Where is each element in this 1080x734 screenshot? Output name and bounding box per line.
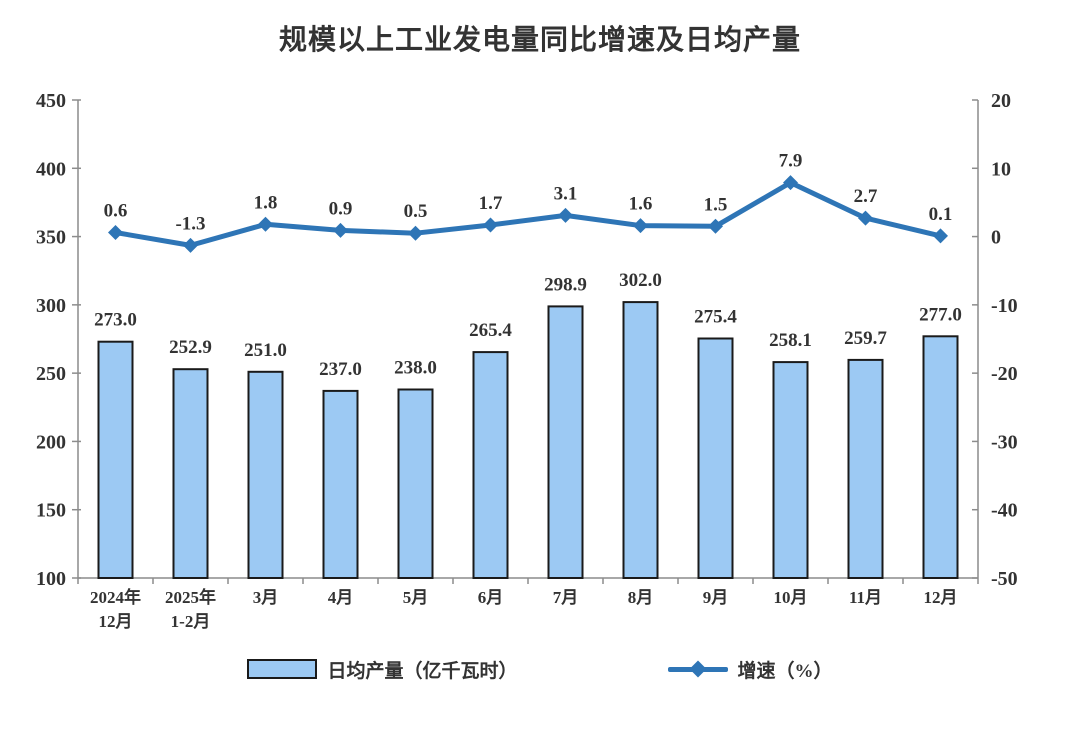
diamond-marker <box>408 225 423 241</box>
y-left-tick-label: 200 <box>36 431 66 453</box>
bar <box>172 368 209 580</box>
bar-value-label: 258.1 <box>769 330 812 351</box>
x-category-label: 2025年 <box>165 587 216 607</box>
bar <box>922 335 959 579</box>
line-value-label: 0.6 <box>104 201 128 222</box>
bar-value-label: 252.9 <box>169 337 212 358</box>
x-category-label: 1-2月 <box>171 612 211 631</box>
diamond-marker <box>333 222 348 238</box>
bar-value-label: 273.0 <box>94 310 137 331</box>
x-category-label: 11月 <box>849 588 882 607</box>
legend-item-line: 增速（%） <box>667 656 833 683</box>
y-right-tick-label: 20 <box>991 90 1011 112</box>
diamond-marker <box>858 210 873 226</box>
chart-legend: 日均产量（亿千瓦时） 增速（%） <box>0 652 1080 686</box>
y-right-tick-label: -10 <box>991 295 1018 317</box>
diamond-marker <box>933 228 948 244</box>
y-right-tick-label: -20 <box>991 363 1018 385</box>
y-right-tick-label: 10 <box>991 158 1011 180</box>
legend-item-bars: 日均产量（亿千瓦时） <box>247 656 518 683</box>
diamond-marker-icon <box>689 660 706 678</box>
line-value-label: 2.7 <box>854 186 878 207</box>
diamond-marker <box>783 175 798 191</box>
bar-value-label: 237.0 <box>319 359 362 380</box>
line-value-label: 0.5 <box>404 201 428 222</box>
y-right-tick-label: 0 <box>991 227 1001 249</box>
diamond-marker <box>558 207 573 223</box>
line-value-label: 1.6 <box>629 194 653 215</box>
bar <box>547 305 584 579</box>
line-value-label: 1.5 <box>704 194 728 215</box>
line-value-label: 0.9 <box>329 198 353 219</box>
x-category-label: 2024年 <box>90 587 141 607</box>
bar <box>847 358 884 579</box>
bar-value-label: 259.7 <box>844 328 887 349</box>
bar <box>397 388 434 579</box>
x-category-label: 6月 <box>478 588 504 607</box>
chart-title: 规模以上工业发电量同比增速及日均产量 <box>278 24 801 55</box>
y-left-tick-label: 250 <box>36 363 66 385</box>
line-series <box>113 180 943 248</box>
y-right-tick-label: -50 <box>991 568 1018 590</box>
bar <box>322 389 359 579</box>
bar-value-label: 298.9 <box>544 274 587 295</box>
x-category-label: 12月 <box>924 588 958 607</box>
x-category-label: 3月 <box>253 588 279 607</box>
bar-value-label: 302.0 <box>619 270 662 291</box>
x-category-label: 8月 <box>628 588 654 607</box>
bar-value-label: 277.0 <box>919 304 962 325</box>
line-value-label: 0.1 <box>929 204 953 225</box>
diamond-marker <box>183 237 198 253</box>
y-left-tick-label: 300 <box>36 295 66 317</box>
bar <box>247 370 284 579</box>
x-category-label: 12月 <box>99 612 133 631</box>
bar-series-swatch-icon <box>247 659 318 679</box>
line-series-swatch-icon <box>667 660 728 678</box>
bar <box>622 301 659 579</box>
y-left-tick-label: 400 <box>36 158 66 180</box>
bar <box>97 340 134 580</box>
bar-value-label: 275.4 <box>694 307 737 328</box>
y-left-tick-label: 150 <box>36 500 66 522</box>
bar-value-label: 251.0 <box>244 340 287 361</box>
y-left-tick-label: 100 <box>36 568 66 590</box>
line-value-label: 1.8 <box>254 192 278 213</box>
line-value-label: 1.7 <box>479 193 503 214</box>
bar-value-label: 265.4 <box>469 320 512 341</box>
y-left-tick-label: 350 <box>36 227 66 249</box>
x-category-label: 7月 <box>553 588 579 607</box>
x-category-label: 10月 <box>774 588 808 607</box>
diamond-marker <box>258 216 273 232</box>
y-right-tick-label: -30 <box>991 431 1018 453</box>
y-right-tick-label: -40 <box>991 500 1018 522</box>
legend-line-label: 增速（%） <box>737 660 833 682</box>
bar-value-label: 238.0 <box>394 358 437 379</box>
x-category-label: 9月 <box>703 588 729 607</box>
line-value-label: 3.1 <box>554 183 578 204</box>
line-value-label: -1.3 <box>175 213 205 234</box>
bar <box>472 351 509 579</box>
diamond-marker <box>633 218 648 234</box>
diamond-marker <box>483 217 498 233</box>
diamond-marker <box>708 218 723 234</box>
x-category-label: 5月 <box>403 588 429 607</box>
bar <box>697 337 734 579</box>
x-category-label: 4月 <box>328 588 354 607</box>
diamond-marker <box>108 225 123 240</box>
combo-chart: 45040035030025020015010020100-10-20-30-4… <box>36 90 1018 631</box>
bar <box>772 361 809 579</box>
legend-bar-label: 日均产量（亿千瓦时） <box>327 660 518 682</box>
y-left-tick-label: 450 <box>36 90 66 112</box>
line-value-label: 7.9 <box>779 151 803 172</box>
